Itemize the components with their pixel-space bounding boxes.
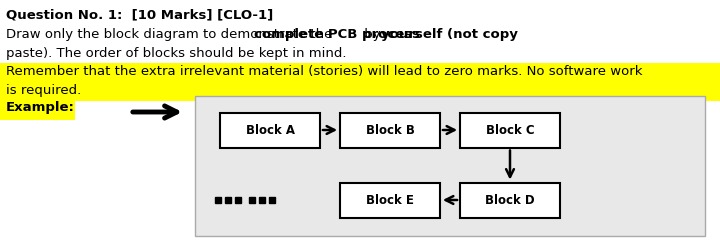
Bar (0, 100, 75, 120)
Bar (0, 63, 720, 101)
Text: Remember that the extra irrelevant material (stories) will lead to zero marks. N: Remember that the extra irrelevant mater… (6, 65, 642, 78)
Bar (195, 96, 705, 236)
Bar (340, 112, 440, 148)
Bar (460, 183, 560, 217)
Text: Block D: Block D (485, 193, 535, 206)
Text: Draw only the block diagram to demonstrate the: Draw only the block diagram to demonstra… (6, 28, 337, 41)
Text: Block C: Block C (486, 123, 534, 136)
Text: paste). The order of blocks should be kept in mind.: paste). The order of blocks should be ke… (6, 47, 346, 60)
Bar (340, 183, 440, 217)
Bar (220, 112, 320, 148)
Bar (460, 112, 560, 148)
Text: Example:: Example: (6, 101, 75, 114)
Text: Block E: Block E (366, 193, 414, 206)
Text: Question No. 1:  [10 Marks] [CLO-1]: Question No. 1: [10 Marks] [CLO-1] (6, 8, 274, 21)
Text: yourself (not copy: yourself (not copy (381, 28, 518, 41)
Text: Block B: Block B (366, 123, 415, 136)
Text: complete PCB process: complete PCB process (254, 28, 420, 41)
Text: Block A: Block A (246, 123, 294, 136)
Text: is required.: is required. (6, 84, 81, 97)
Text: by: by (360, 28, 384, 41)
